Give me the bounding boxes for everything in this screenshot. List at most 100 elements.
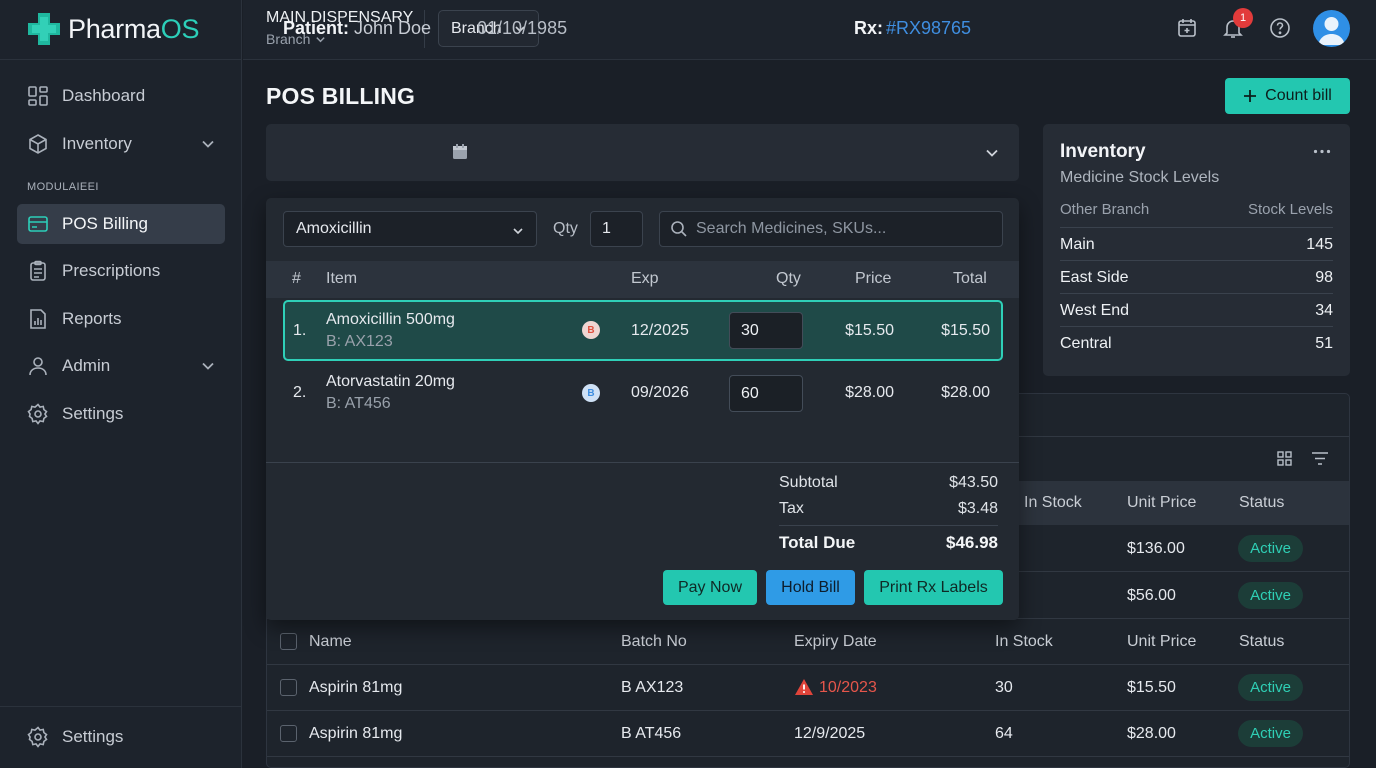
item-batch: B: AX123: [326, 333, 393, 350]
items-divider: [266, 462, 1019, 463]
column-header-status[interactable]: Status: [1239, 494, 1285, 511]
row-checkbox[interactable]: [280, 679, 297, 696]
plus-icon: [1243, 89, 1257, 103]
item-name: Atorvastatin 20mg: [326, 373, 455, 390]
medicine-search-input[interactable]: Search Medicines, SKUs...: [659, 211, 1003, 247]
sidebar-item-label: Reports: [62, 309, 122, 328]
medicine-select[interactable]: Amoxicillin: [283, 211, 537, 247]
sidebar-item-inventory[interactable]: Inventory: [17, 124, 225, 164]
items-table-header: [266, 261, 1019, 298]
sidebar-divider: [0, 706, 242, 707]
bill-item-row-selected[interactable]: [283, 300, 1003, 361]
calendar-add-icon[interactable]: [1176, 17, 1198, 39]
column-header-name[interactable]: Name: [309, 633, 352, 650]
avatar[interactable]: [1313, 10, 1350, 47]
branch-select-button[interactable]: Branch: [438, 10, 539, 47]
column-header-qty: Qty: [776, 270, 801, 287]
more-options-icon[interactable]: [1313, 149, 1331, 154]
column-header-unit-price[interactable]: Unit Price: [1127, 494, 1197, 511]
gear-icon: [27, 403, 49, 425]
column-header-in-stock[interactable]: In Stock: [995, 633, 1053, 650]
cell-unit-price: $56.00: [1127, 587, 1176, 604]
sidebar-item-pos-billing[interactable]: POS Billing: [17, 204, 225, 244]
total-due-label: Total Due: [779, 533, 856, 552]
column-header-batch[interactable]: Batch No: [621, 633, 687, 650]
chevron-down-icon[interactable]: [201, 359, 215, 373]
qty-input[interactable]: 1: [590, 211, 643, 247]
item-exp: 12/2025: [631, 322, 689, 339]
row-checkbox[interactable]: [280, 725, 297, 742]
inventory-stock-value: 145: [1306, 236, 1333, 253]
logo-cross-icon: [26, 11, 62, 47]
sidebar-section-label: MODULAIEEI: [27, 181, 99, 193]
sidebar-item-label: Inventory: [62, 134, 132, 153]
notification-badge: 1: [1233, 8, 1253, 28]
item-price: $15.50: [845, 322, 894, 339]
column-header-in-stock[interactable]: In Stock: [1024, 494, 1082, 511]
inventory-column-stock: Stock Levels: [1247, 201, 1333, 218]
column-header-expiry[interactable]: Expiry Date: [794, 633, 877, 650]
item-qty-input[interactable]: 60: [729, 375, 803, 412]
subtotal-label: Subtotal: [779, 474, 838, 491]
calendar-icon: [452, 143, 468, 160]
chevron-down-icon[interactable]: [985, 146, 999, 160]
grid-view-icon[interactable]: [1277, 451, 1292, 466]
patient-card: [266, 124, 1019, 181]
table-divider: [1019, 436, 1349, 437]
patient-label: Patient:: [283, 18, 350, 38]
pay-now-button[interactable]: Pay Now: [663, 570, 757, 605]
cell-in-stock: 30: [995, 679, 1013, 696]
rx-label: Rx:: [854, 18, 884, 38]
inventory-card-subtitle: Medicine Stock Levels: [1060, 169, 1220, 186]
sidebar-item-reports[interactable]: Reports: [17, 299, 225, 339]
count-bill-label: Count bill: [1265, 87, 1332, 104]
sidebar-item-prescriptions[interactable]: Prescriptions: [17, 251, 225, 291]
patient-name: John Doe: [354, 18, 432, 38]
item-number: 2.: [293, 384, 307, 401]
rx-number-link[interactable]: #RX98765: [886, 18, 972, 38]
inventory-column-branch: Other Branch: [1060, 201, 1150, 218]
hold-bill-button[interactable]: Hold Bill: [766, 570, 855, 605]
sidebar: [0, 0, 242, 768]
status-badge: Active: [1238, 582, 1303, 609]
summary-divider: [779, 525, 998, 526]
topbar-separator: [424, 10, 425, 48]
dispensary-branch-dropdown[interactable]: Branch: [266, 31, 326, 47]
inventory-branch-name: West End: [1060, 302, 1130, 319]
help-icon[interactable]: [1269, 17, 1291, 39]
sidebar-item-label: Admin: [62, 356, 111, 375]
sidebar-divider: [0, 59, 242, 60]
cell-expiry-expired: 10/2023: [819, 679, 877, 696]
batch-badge-icon: B: [582, 384, 600, 402]
search-placeholder: Search Medicines, SKUs...: [696, 220, 887, 237]
select-all-checkbox[interactable]: [280, 633, 297, 650]
item-batch: B: AT456: [326, 395, 391, 412]
column-header-item: Item: [326, 270, 358, 287]
sidebar-item-admin[interactable]: Admin: [17, 346, 225, 386]
inventory-stock-value: 34: [1315, 302, 1333, 319]
sidebar-item-settings-bottom[interactable]: Settings: [17, 717, 225, 757]
sidebar-item-label: Settings: [62, 404, 124, 423]
inventory-divider: [1060, 293, 1333, 294]
count-bill-button[interactable]: Count bill: [1225, 78, 1350, 114]
inventory-stock-value: 98: [1315, 269, 1333, 286]
sidebar-item-settings[interactable]: Settings: [17, 394, 225, 434]
print-rx-labels-button[interactable]: Print Rx Labels: [864, 570, 1003, 605]
sidebar-item-label: Settings: [62, 727, 124, 746]
user-icon: [27, 355, 49, 377]
filter-icon[interactable]: [1311, 451, 1329, 466]
sidebar-item-dashboard[interactable]: Dashboard: [17, 76, 225, 116]
column-header-number: #: [292, 270, 301, 287]
report-icon: [27, 308, 49, 330]
column-header-unit-price[interactable]: Unit Price: [1127, 633, 1197, 650]
row-divider: [267, 664, 1349, 665]
cell-batch: B AX123: [621, 679, 684, 696]
item-qty-input[interactable]: 30: [729, 312, 803, 349]
app-logo[interactable]: PharmaOS: [26, 11, 199, 47]
cell-batch: B AT456: [621, 725, 682, 742]
medicine-select-value: Amoxicillin: [296, 220, 372, 237]
patient-dob: 01/10/1985: [477, 18, 568, 38]
status-badge: Active: [1238, 674, 1303, 701]
column-header-status[interactable]: Status: [1239, 633, 1285, 650]
chevron-down-icon[interactable]: [201, 137, 215, 151]
